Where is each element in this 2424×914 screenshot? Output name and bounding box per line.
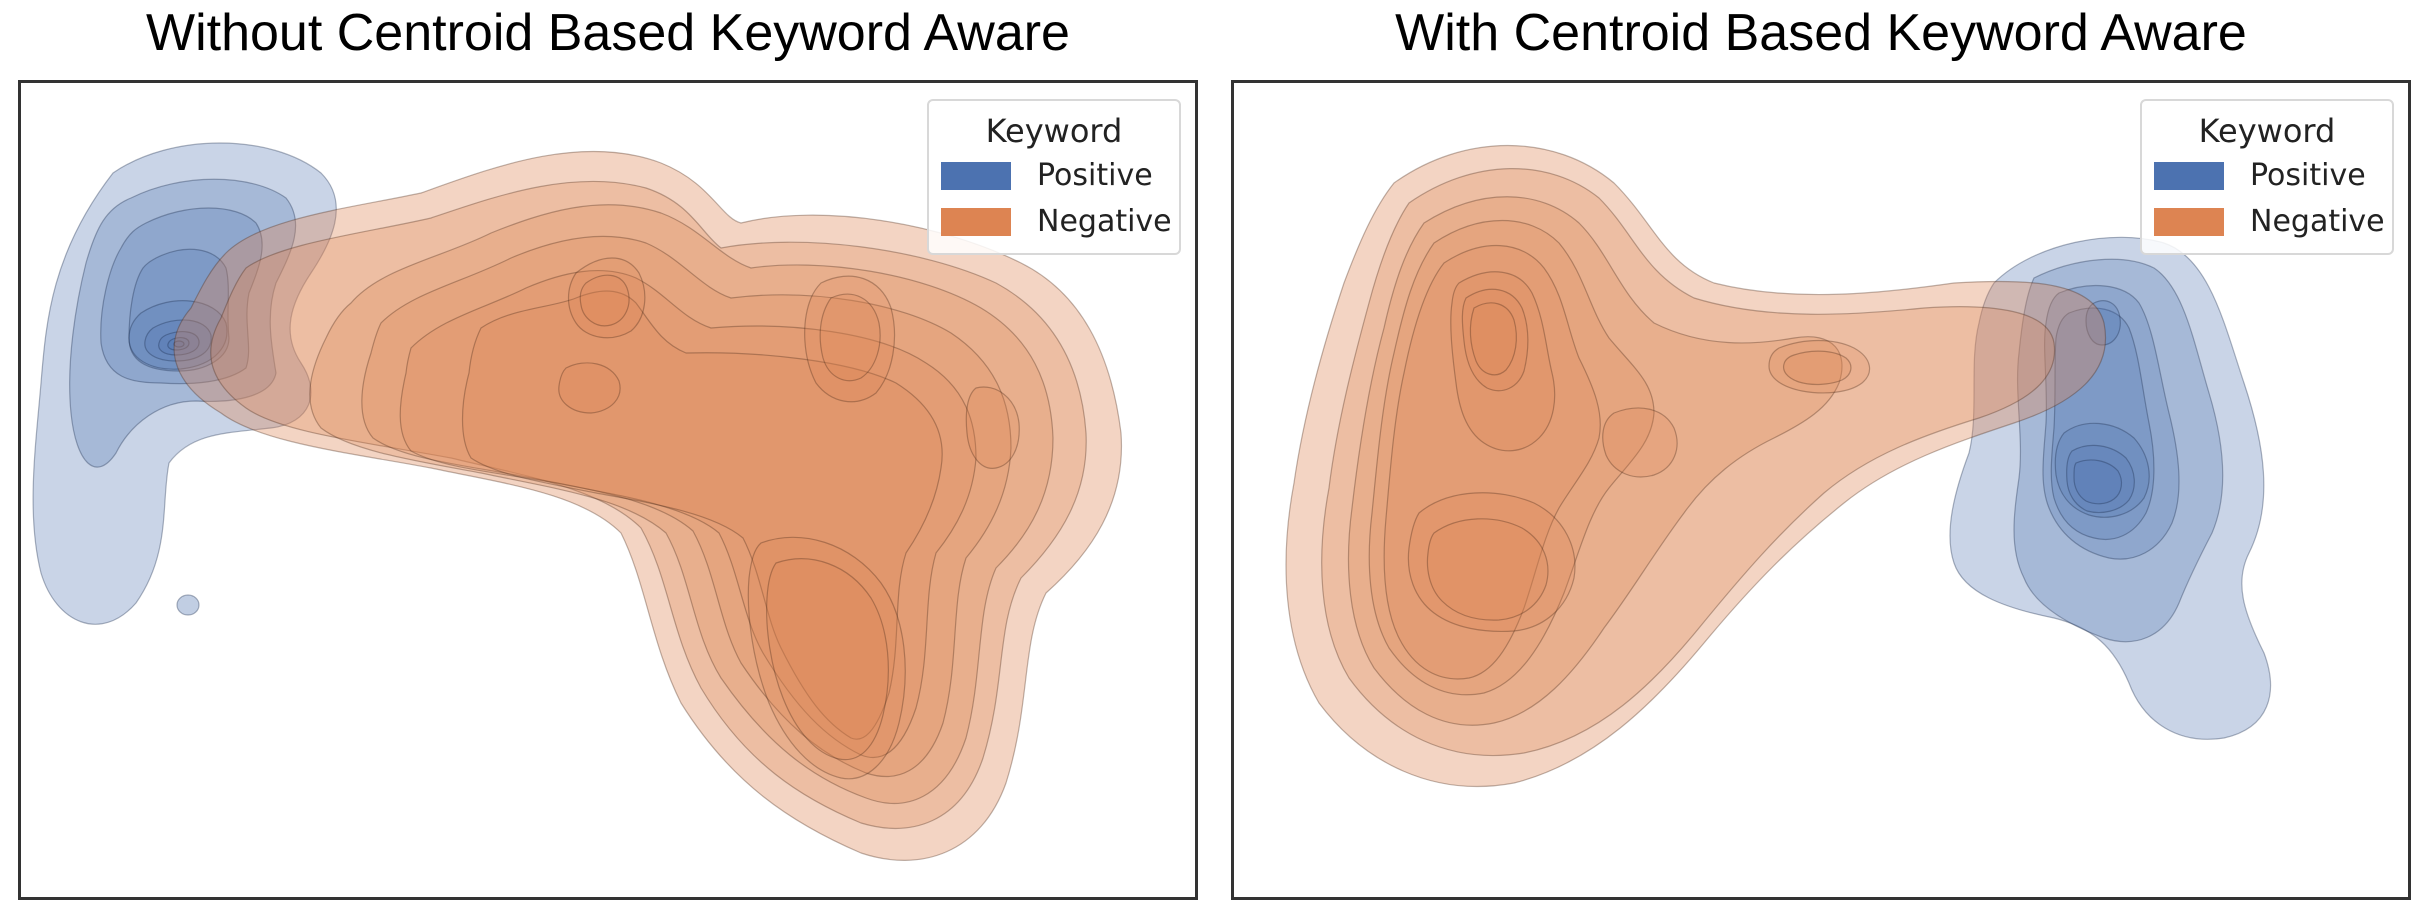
left-density-plot bbox=[32, 142, 1123, 861]
contour-level bbox=[1602, 407, 1678, 478]
right-positive-density bbox=[1949, 236, 2272, 740]
legend-title: Keyword bbox=[985, 112, 1123, 150]
legend-item-positive: Positive bbox=[2154, 153, 2380, 199]
contour-level bbox=[1407, 492, 1576, 632]
contour-level bbox=[173, 340, 185, 348]
right-density-plot bbox=[1285, 144, 2272, 787]
contour-level bbox=[1782, 350, 1852, 386]
legend-item-negative: Negative bbox=[2154, 199, 2385, 245]
contour-level bbox=[158, 331, 200, 356]
contour-level bbox=[558, 362, 621, 414]
contour-level bbox=[1461, 288, 1529, 392]
right-plot: Keyword Positive Negative bbox=[1231, 80, 2411, 900]
legend-item-positive: Positive bbox=[941, 153, 1167, 199]
legend-swatch-negative bbox=[2154, 208, 2224, 236]
legend-swatch-positive bbox=[2154, 162, 2224, 190]
left-plot: Keyword Positive Negative bbox=[18, 80, 1198, 900]
contour-level bbox=[128, 300, 228, 370]
left-legend: Keyword Positive Negative bbox=[927, 99, 1181, 255]
legend-label-negative: Negative bbox=[2250, 204, 2385, 239]
contour-level bbox=[965, 386, 1020, 469]
legend-swatch-negative bbox=[941, 208, 1011, 236]
contour-level bbox=[32, 142, 337, 625]
contour-level bbox=[461, 290, 943, 740]
contour-level bbox=[747, 536, 906, 780]
contour-level bbox=[100, 207, 263, 385]
right-panel-title: With Centroid Based Keyword Aware bbox=[1395, 4, 2247, 62]
contour-level bbox=[2013, 258, 2224, 643]
contour-level bbox=[210, 180, 1087, 829]
legend-title: Keyword bbox=[2198, 112, 2336, 150]
contour-level bbox=[2085, 300, 2121, 346]
legend-swatch-positive bbox=[941, 162, 1011, 190]
contour-level bbox=[2054, 422, 2150, 518]
right-negative-density bbox=[1285, 144, 2107, 787]
legend-label-positive: Positive bbox=[1037, 158, 1153, 193]
legend-item-negative: Negative bbox=[941, 199, 1172, 245]
left-positive-density bbox=[32, 142, 337, 625]
contour-level bbox=[69, 178, 297, 468]
contour-level bbox=[361, 235, 1012, 777]
contour-level bbox=[128, 248, 230, 372]
left-negative-density bbox=[173, 150, 1123, 861]
contour-level bbox=[567, 257, 646, 339]
left-panel-title: Without Centroid Based Keyword Aware bbox=[146, 4, 1070, 62]
contour-level bbox=[309, 204, 1054, 805]
contour-level bbox=[173, 150, 1123, 861]
contour-level bbox=[399, 269, 977, 759]
contour-level bbox=[1768, 339, 1871, 394]
contour-level bbox=[1321, 168, 2056, 757]
contour-level bbox=[1426, 518, 1549, 621]
contour-level bbox=[1383, 245, 1601, 680]
right-legend: Keyword Positive Negative bbox=[2140, 99, 2394, 255]
contour-level bbox=[1949, 236, 2272, 740]
contour-level bbox=[2042, 284, 2180, 560]
contour-level bbox=[579, 274, 630, 327]
positive-outlier-blob bbox=[176, 594, 200, 616]
legend-label-negative: Negative bbox=[1037, 204, 1172, 239]
contour-level bbox=[766, 558, 889, 761]
contour-level bbox=[1347, 196, 1843, 726]
contour-level bbox=[819, 293, 881, 382]
contour-level bbox=[1450, 271, 1556, 452]
contour-level bbox=[2050, 307, 2155, 540]
contour-level bbox=[2073, 459, 2123, 505]
contour-level bbox=[2066, 444, 2135, 514]
contour-level bbox=[167, 337, 190, 351]
contour-level bbox=[1469, 302, 1517, 376]
contour-level bbox=[1368, 220, 1655, 696]
contour-level bbox=[1285, 144, 2107, 787]
contour-level bbox=[144, 319, 212, 362]
contour-level bbox=[804, 275, 896, 403]
legend-label-positive: Positive bbox=[2250, 158, 2366, 193]
